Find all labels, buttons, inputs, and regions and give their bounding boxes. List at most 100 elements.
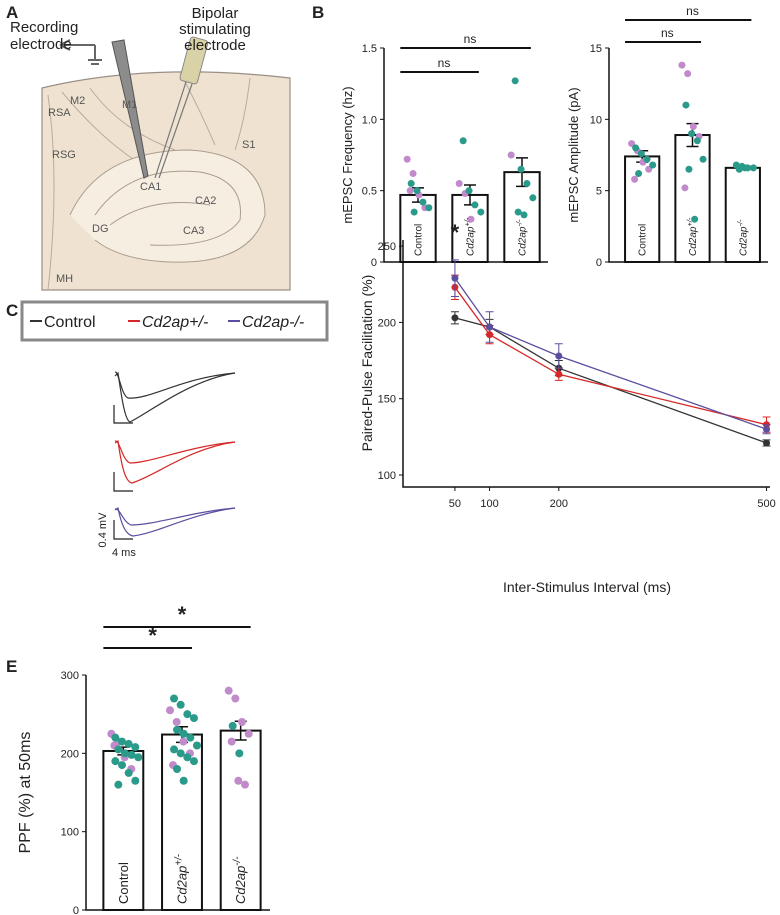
point [486, 323, 494, 331]
y-axis-label: Paired-Pulse Facilitation (%) [359, 275, 375, 452]
dot [172, 718, 181, 726]
dot [471, 201, 479, 209]
dot [684, 70, 692, 78]
dot [179, 776, 188, 785]
dot [425, 204, 433, 212]
dot [183, 753, 192, 762]
region-label: RSA [48, 107, 71, 119]
dot [685, 165, 693, 173]
y-tick-label: 0 [371, 257, 377, 269]
dot [118, 737, 127, 746]
y-tick-label: 10 [590, 114, 602, 126]
dot [127, 750, 136, 759]
annotation: * [451, 220, 460, 245]
x-tick-label: Control [638, 224, 649, 256]
y-tick-label: 15 [590, 43, 602, 55]
dot [689, 122, 697, 130]
dot [173, 725, 182, 734]
region-label: M1 [122, 99, 137, 111]
x-tick-label: Cd2ap-/- [735, 219, 750, 256]
y-tick-label: 0 [596, 257, 602, 269]
dot [699, 155, 707, 163]
significance-label: ns [438, 56, 451, 70]
recording-electrode [111, 39, 149, 179]
bar [451, 193, 489, 264]
dot [118, 761, 127, 770]
cortex-lines [47, 71, 251, 291]
trace [114, 507, 236, 526]
region-label: CA1 [140, 181, 161, 193]
dot [459, 137, 467, 145]
dot [231, 694, 240, 703]
dot [413, 187, 421, 195]
x-tick-label: Cd2ap+/- [173, 853, 190, 904]
y-tick-label: 1.5 [362, 43, 377, 55]
y-tick-label: 0.5 [362, 186, 377, 198]
dot [523, 180, 531, 188]
region-label: DG [92, 223, 109, 235]
dot [186, 733, 195, 742]
region-label: RSG [52, 149, 76, 161]
dot [507, 151, 515, 159]
legend-label: Control [44, 314, 96, 331]
dot [635, 170, 643, 178]
x-tick-label: Control [116, 862, 131, 904]
significance-label: * [178, 602, 187, 627]
y-tick-label: 200 [378, 317, 396, 329]
x-axis-label: Inter-Stimulus Interval (ms) [503, 579, 671, 595]
x-tick-label: Control [414, 224, 425, 256]
dot [682, 101, 690, 109]
dot [691, 215, 699, 223]
dot [176, 700, 185, 709]
bar [219, 729, 262, 911]
dot [235, 749, 244, 758]
bar [724, 166, 761, 263]
scale-bar [113, 405, 133, 540]
hippocampus [69, 149, 266, 263]
point [763, 439, 771, 447]
dot [407, 180, 415, 188]
dot [514, 208, 522, 216]
panel-label: A [6, 3, 18, 22]
dot [170, 694, 179, 703]
x-tick-label: 50 [449, 498, 461, 510]
x-tick-label: Cd2ap-/- [514, 219, 529, 256]
dot [465, 187, 473, 195]
dot [240, 780, 249, 789]
dot [406, 187, 414, 195]
line [454, 317, 767, 444]
y-tick-label: 5 [596, 186, 602, 198]
dot [134, 753, 143, 762]
y-tick-label: 0 [73, 905, 79, 915]
dot [124, 768, 133, 777]
dot [403, 155, 411, 163]
dot [467, 215, 475, 223]
panel-label: E [6, 657, 17, 676]
point [763, 425, 771, 433]
y-tick-label: 300 [61, 670, 79, 682]
line [454, 286, 767, 426]
dot [511, 77, 519, 85]
scale-y-label: 0.4 mV [97, 512, 109, 548]
dot [529, 194, 537, 202]
dot [114, 745, 123, 754]
x-tick-label: Cd2ap+/- [685, 217, 700, 256]
y-tick-label: 150 [378, 394, 396, 406]
dot [643, 155, 651, 163]
panel-label: B [312, 3, 324, 22]
legend-label: Cd2ap-/- [242, 314, 304, 331]
point [555, 352, 563, 360]
brain-diagram: Recording electrode Bipolar stimulating ele… [10, 5, 291, 291]
dot [183, 710, 192, 719]
dot [688, 130, 696, 138]
trace [114, 507, 236, 537]
dot [131, 776, 140, 785]
dot [631, 175, 639, 183]
region-label: M2 [70, 95, 85, 107]
dot [111, 733, 120, 742]
dot [111, 757, 120, 766]
panel-label: C [6, 301, 18, 320]
dot [192, 741, 201, 750]
trace [114, 371, 236, 399]
